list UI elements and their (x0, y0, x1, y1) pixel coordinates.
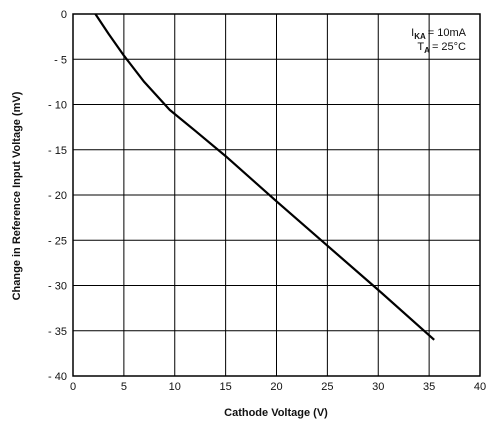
y-tick-label: - 35 (48, 326, 67, 338)
y-axis-label: Change in Reference Input Voltage (mV) (11, 91, 23, 300)
x-axis-label: Cathode Voltage (V) (224, 407, 328, 419)
y-tick-label: - 10 (48, 100, 67, 112)
x-tick-label: 25 (321, 381, 333, 393)
y-tick-label: - 15 (48, 145, 67, 157)
y-tick-labels: 0 - 5 - 10 - 15 - 20 - 25 - 30 - 35 - 40 (48, 9, 67, 383)
x-tick-label: 30 (372, 381, 384, 393)
x-tick-label: 5 (121, 381, 127, 393)
grid (73, 14, 480, 376)
y-tick-label: 0 (61, 9, 67, 21)
x-tick-label: 15 (220, 381, 232, 393)
y-tick-label: - 25 (48, 235, 67, 247)
x-tick-label: 40 (474, 381, 486, 393)
series-group (94, 13, 435, 341)
x-tick-label: 35 (423, 381, 435, 393)
y-tick-label: - 20 (48, 190, 67, 202)
x-tick-label: 0 (70, 381, 76, 393)
series-line (94, 13, 435, 341)
annotation-ika: IKA = 10mA (411, 27, 467, 41)
conditions-annotation: IKA = 10mA TA = 25°C (411, 27, 467, 55)
annotation-ta: TA = 25°C (417, 41, 466, 55)
plot-frame (72, 13, 481, 377)
y-tick-label: - 5 (54, 54, 67, 66)
x-tick-label: 20 (270, 381, 282, 393)
x-tick-label: 10 (169, 381, 181, 393)
x-tick-labels: 0 5 10 15 20 25 30 35 40 (70, 381, 486, 393)
y-tick-label: - 40 (48, 371, 67, 383)
y-tick-label: - 30 (48, 281, 67, 293)
